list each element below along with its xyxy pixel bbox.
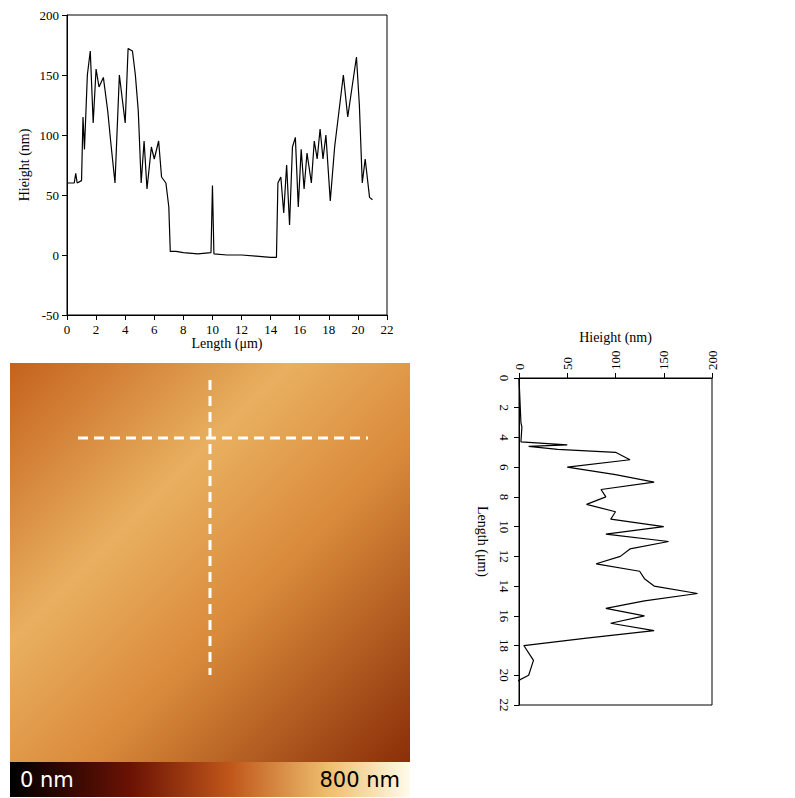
svg-text:-50: -50 (42, 308, 59, 323)
svg-text:150: 150 (40, 68, 60, 83)
svg-text:18: 18 (322, 322, 335, 337)
svg-text:4: 4 (122, 322, 129, 337)
svg-text:Hieight (nm): Hieight (nm) (17, 128, 33, 201)
svg-text:0 nm: 0 nm (20, 768, 74, 792)
svg-text:0: 0 (64, 322, 71, 337)
svg-text:2: 2 (93, 322, 100, 337)
svg-text:10: 10 (206, 322, 219, 337)
svg-text:20: 20 (497, 669, 512, 682)
svg-text:16: 16 (497, 609, 512, 623)
svg-text:18: 18 (497, 639, 512, 652)
svg-text:12: 12 (235, 322, 248, 337)
svg-text:2: 2 (497, 404, 512, 411)
svg-text:8: 8 (497, 494, 512, 501)
svg-text:100: 100 (40, 128, 60, 143)
svg-text:100: 100 (608, 351, 623, 371)
svg-text:6: 6 (151, 322, 158, 337)
svg-text:8: 8 (180, 322, 187, 337)
svg-text:Hieight (nm): Hieight (nm) (579, 330, 652, 346)
svg-text:22: 22 (381, 322, 394, 337)
svg-text:Length (μm): Length (μm) (192, 336, 263, 352)
svg-text:4: 4 (497, 434, 512, 441)
svg-text:50: 50 (46, 188, 59, 203)
svg-text:22: 22 (497, 699, 512, 712)
svg-text:0: 0 (512, 364, 527, 371)
svg-text:14: 14 (264, 322, 278, 337)
svg-text:Length (μm): Length (μm) (474, 506, 490, 577)
svg-text:12: 12 (497, 550, 512, 563)
svg-text:800 nm: 800 nm (319, 768, 400, 792)
svg-text:200: 200 (40, 8, 60, 23)
svg-text:14: 14 (497, 580, 512, 594)
svg-text:200: 200 (705, 351, 720, 371)
svg-text:10: 10 (497, 520, 512, 533)
svg-text:6: 6 (497, 464, 512, 471)
svg-text:0: 0 (53, 248, 60, 263)
svg-text:50: 50 (560, 357, 575, 370)
svg-text:0: 0 (497, 375, 512, 382)
svg-text:16: 16 (293, 322, 307, 337)
svg-text:20: 20 (351, 322, 364, 337)
svg-text:150: 150 (656, 351, 671, 371)
